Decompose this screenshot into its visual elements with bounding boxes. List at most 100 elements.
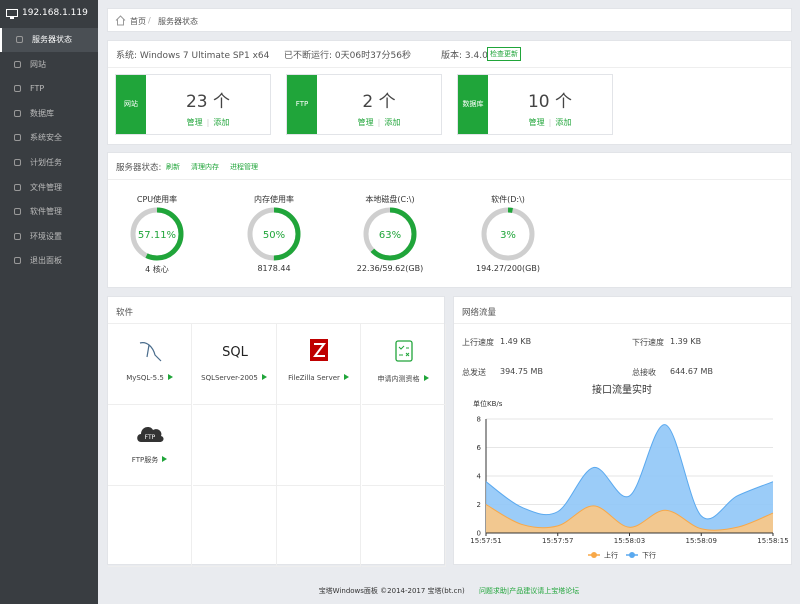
gauge: 50% [247,207,301,261]
link-sep: | [377,118,381,127]
card-tag: 数据库 [458,75,488,134]
status-actions: 刷新 清理内存 进程管理 [166,162,269,172]
software-panel: 软件 MySQL-5.5 SQL SQLServer-2005 FileZilla S… [107,296,446,567]
status-action[interactable]: 清理内存 [191,163,219,171]
software-cell: FileZilla Server [277,324,361,405]
filezilla-z [313,343,326,357]
gauge-arc [363,207,417,261]
stat-label: 下行速度 [632,338,664,347]
menu-icon [14,159,21,166]
divider [454,323,791,324]
menu-item[interactable]: 服务器状态 [0,28,98,52]
clipboard-checks [398,345,409,357]
software-name[interactable]: MySQL-5.5 [108,374,191,382]
gauge-detail: 22.36/59.62(GB) [356,264,424,273]
stat-value: 644.67 MB [670,367,713,376]
update-button[interactable]: 检查更新 [487,47,521,61]
gauge: 63% [363,207,417,261]
copyright: 宝塔Windows面板 ©2014-2017 宝塔(bt.cn) [318,587,465,595]
card-link[interactable]: 添加 [555,118,572,127]
forum-link[interactable]: 问题求助|产品建议请上宝塔论坛 [478,587,580,595]
menu-icon [14,85,21,93]
x-tick-label: 15:58:03 [614,537,645,545]
crumb-sep: / [148,16,151,25]
software-cell: MySQL-5.5 [108,324,192,405]
network-title: 网络流量 [462,308,497,318]
card-count: 2 个 [362,92,396,112]
card-link[interactable]: 添加 [213,118,230,127]
software-icon [139,342,162,362]
software-cell: FTP FTP服务 [108,405,192,486]
gauge-arc [481,207,535,261]
status-action[interactable]: 刷新 [166,163,180,171]
menu-label: 服务器状态 [32,35,72,44]
uptime: 已不断运行: 0天06时37分56秒 [284,51,411,61]
menu-icon [14,232,21,240]
y-tick-label: 0 [477,530,481,538]
stat-card: FTP 2 个管理 | 添加 [286,74,442,135]
card-count: 10 个 [527,92,573,112]
software-cell [277,486,361,567]
software-title: 软件 [116,308,134,318]
card-link[interactable]: 添加 [384,118,401,127]
menu-icon [14,109,21,117]
stat-label: 总发送 [462,368,486,377]
menu-item[interactable]: 文件管理 [0,176,98,200]
status-action[interactable]: 进程管理 [230,163,258,171]
card-link[interactable]: 管理 [186,118,203,127]
menu-item[interactable]: 计划任务 [0,151,98,175]
software-cell [192,486,277,567]
area [486,424,773,533]
card-link[interactable]: 管理 [528,118,545,127]
x-tick-label: 15:57:51 [470,537,501,545]
card-link[interactable]: 管理 [357,118,374,127]
x-tick-label: 15:58:09 [686,537,717,545]
menu-item[interactable]: 网站 [0,53,98,77]
network-panel: 网络流量 上行速度 1.49 KB 下行速度 1.39 KB 总发送 394.75 MB 总… [453,296,792,565]
gauge-detail: 194.27/200(GB) [476,264,540,273]
gauge: 57.11% [130,207,184,261]
stat-value: 1.49 KB [500,337,532,346]
software-name[interactable]: FTP服务 [108,455,191,465]
divider [108,323,444,324]
stat-value: 394.75 MB [500,367,543,376]
legend-swatch [591,552,597,558]
card-count: 23 个 [185,92,231,112]
menu-item[interactable]: 软件管理 [0,200,98,224]
divider [108,67,791,68]
stat-card: 网站 23 个管理 | 添加 [115,74,271,135]
menu-item[interactable]: FTP [0,77,98,101]
menu-icon [14,257,21,265]
link-sep: | [206,118,210,127]
menu-item[interactable]: 环境设置 [0,225,98,249]
legend-label[interactable]: 下行 [642,551,656,560]
stat-card: 数据库 10 个管理 | 添加 [457,74,613,135]
menu-item[interactable]: 数据库 [0,102,98,126]
menu-icon [14,60,21,68]
version: 版本: 3.4.0 [441,51,488,61]
software-name[interactable]: 申请内测资格 [362,374,445,384]
gauge-name: 内存使用率 [254,195,294,204]
x-tick-label: 15:57:57 [542,537,573,545]
menu-icon [14,134,21,142]
software-name[interactable]: SQLServer-2005 [193,374,276,382]
menu-label: FTP [30,84,45,94]
footer: 宝塔Windows面板 ©2014-2017 宝塔(bt.cn) 问题求助|产品… [98,586,800,596]
card-tag: 网站 [116,75,146,134]
status-panel: 服务器状态: 刷新 清理内存 进程管理 [107,152,792,288]
menu-label: 系统安全 [30,133,62,143]
menu-label: 环境设置 [30,231,62,241]
crumb[interactable]: 首页 [130,17,146,26]
gauge-value: 63% [379,230,401,241]
chart-title: 接口流量实时 [592,383,652,396]
software-cell: SQL SQLServer-2005 [192,324,277,405]
menu-item[interactable]: 系统安全 [0,126,98,150]
legend-label[interactable]: 上行 [604,551,618,560]
sidebar: 192.168.1.119 服务器状态 网站 FTP 数据库 系统安全 计划任务 文件管理软… [0,0,98,604]
gauge-value: 50% [263,230,285,241]
menu-item[interactable]: 退出面板 [0,249,98,273]
ftp-logo: FTP [145,434,156,441]
software-cell [108,486,192,567]
software-name[interactable]: FileZilla Server [277,374,360,382]
